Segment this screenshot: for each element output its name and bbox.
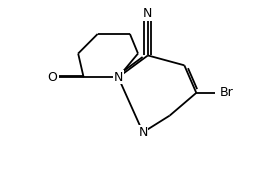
Text: N: N (138, 126, 148, 139)
Text: O: O (47, 71, 57, 84)
Text: N: N (143, 7, 153, 20)
Text: Br: Br (220, 86, 234, 99)
Text: N: N (114, 71, 123, 84)
